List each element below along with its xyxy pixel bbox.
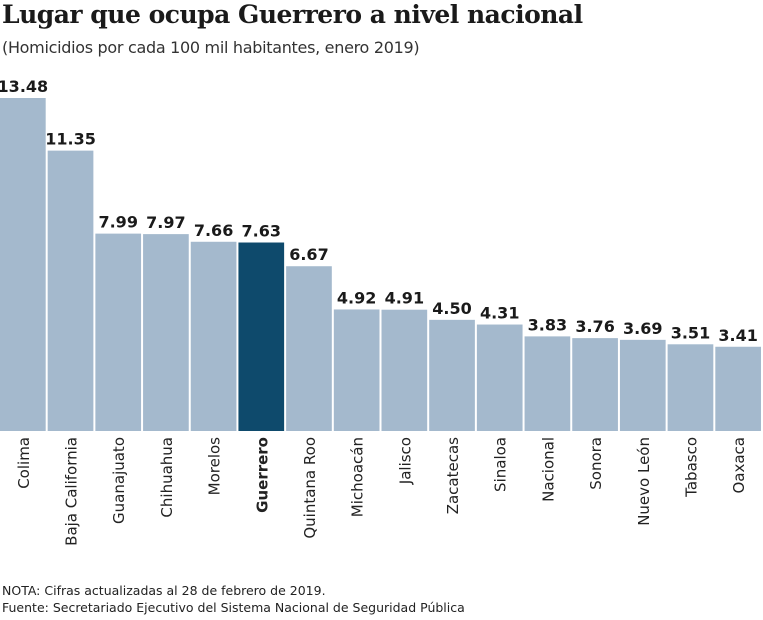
category-label: Jalisco — [396, 437, 414, 485]
bar-nacional — [524, 336, 571, 431]
bar-nuevo-león — [619, 339, 666, 431]
data-label: 3.41 — [718, 326, 757, 345]
data-label: 3.69 — [623, 319, 662, 338]
bar-morelos — [190, 241, 237, 431]
data-label: 7.63 — [242, 222, 281, 241]
bar-baja-california — [47, 150, 94, 431]
data-label: 4.31 — [480, 304, 519, 323]
category-label: Guerrero — [253, 437, 271, 513]
data-label: 4.50 — [432, 299, 471, 318]
note-text: NOTA: Cifras actualizadas al 28 de febre… — [2, 583, 326, 598]
data-label: 3.51 — [671, 323, 710, 342]
data-label: 3.76 — [575, 317, 614, 336]
source-text: Fuente: Secretariado Ejecutivo del Siste… — [2, 600, 465, 615]
category-label: Michoacán — [349, 437, 367, 517]
category-label: Colima — [15, 437, 33, 489]
data-label: 3.83 — [528, 315, 567, 334]
bar-quintana-roo — [286, 266, 332, 431]
bar-colima — [0, 98, 46, 431]
category-label: Baja California — [63, 437, 81, 546]
category-label: Nuevo León — [635, 437, 653, 526]
data-label: 7.99 — [98, 213, 137, 232]
data-label: 4.92 — [337, 288, 376, 307]
category-label: Sinaloa — [492, 437, 510, 492]
bar-sinaloa — [476, 324, 523, 431]
data-label: 7.66 — [194, 221, 233, 240]
data-label: 6.67 — [289, 245, 328, 264]
bar-michoacán — [333, 309, 380, 431]
bar-chihuahua — [143, 234, 189, 431]
bar-guanajuato — [95, 233, 142, 431]
data-label: 4.91 — [385, 289, 424, 308]
chart-title: Lugar que ocupa Guerrero a nivel naciona… — [2, 0, 583, 29]
category-label: Chihuahua — [158, 437, 176, 518]
data-label: 11.35 — [45, 130, 96, 149]
chart-subtitle: (Homicidios por cada 100 mil habitantes,… — [2, 38, 420, 57]
bar-oaxaca — [715, 346, 761, 431]
data-label: 7.97 — [146, 213, 185, 232]
bar-tabasco — [667, 344, 714, 431]
bar-guerrero — [238, 242, 285, 431]
category-label: Nacional — [539, 437, 557, 502]
category-label: Oaxaca — [730, 437, 748, 494]
category-label: Sonora — [587, 437, 605, 490]
data-label: 13.48 — [0, 77, 48, 96]
category-label: Morelos — [206, 437, 224, 496]
bar-sonora — [572, 338, 618, 431]
category-label: Tabasco — [682, 437, 700, 498]
category-label: Guanajuato — [110, 437, 128, 524]
category-label: Quintana Roo — [301, 437, 319, 539]
bar-zacatecas — [429, 319, 475, 431]
bar-jalisco — [381, 309, 428, 431]
category-label: Zacatecas — [444, 437, 462, 514]
